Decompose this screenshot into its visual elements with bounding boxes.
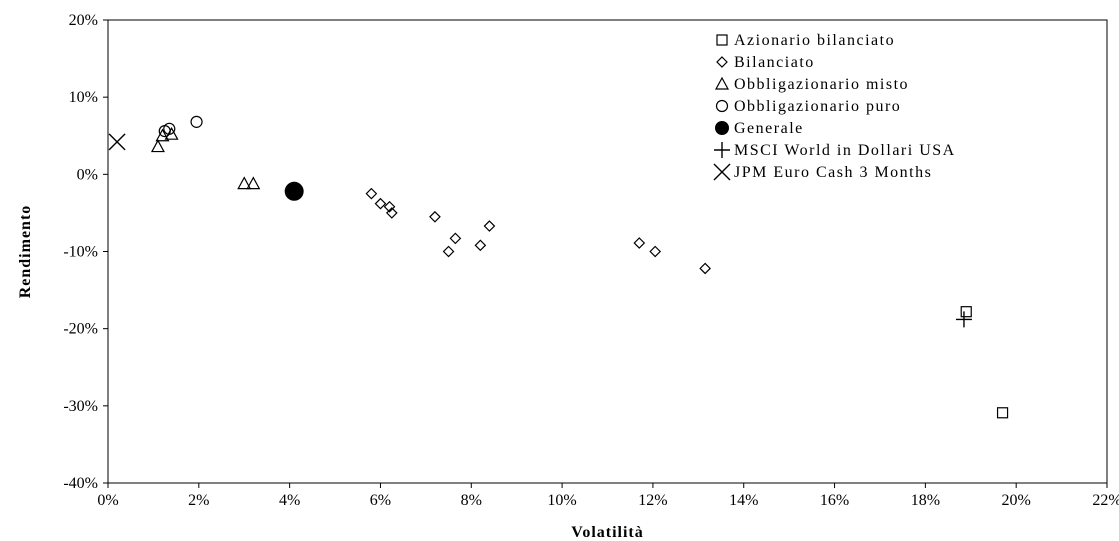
y-axis: 20% 10% 0% -10% -20% -30% -40% (63, 12, 108, 492)
x-tick-label: 8% (461, 492, 482, 509)
x-tick-label: 0% (97, 492, 118, 509)
legend-label: MSCI World in Dollari USA (734, 142, 956, 159)
y-axis-title: Rendimento (17, 205, 34, 299)
legend-marker-cross (713, 163, 731, 181)
data-point-diamond (385, 207, 398, 219)
legend-marker-circle (715, 99, 729, 113)
plot-border (107, 19, 1108, 484)
x-tick-label: 22% (1092, 492, 1119, 509)
data-point-triangle (246, 176, 261, 190)
data-point-diamond (649, 245, 662, 258)
x-tick-label: 16% (820, 492, 849, 509)
data-point-diamond (483, 220, 496, 232)
legend-marker-diamond (716, 56, 728, 68)
x-tick-label: 20% (1002, 492, 1031, 509)
data-point-diamond (699, 262, 711, 275)
data-point-diamond (429, 210, 441, 223)
legend: Azionario bilanciato Bilanciato Obbligazio… (713, 32, 956, 181)
y-tick-label: -30% (63, 398, 98, 415)
data-point-circle (190, 115, 203, 128)
data-point-diamond (449, 232, 462, 245)
x-tick-label: 10% (547, 492, 576, 509)
x-tick-label: 2% (188, 492, 209, 509)
data-point-square (960, 306, 972, 318)
x-tick-label: 4% (279, 492, 300, 509)
x-tick-label: 6% (370, 492, 391, 509)
data-point-plus (955, 311, 972, 328)
x-tick-label: 14% (729, 492, 758, 509)
y-tick-label: -40% (63, 475, 98, 492)
y-tick-label: 20% (69, 12, 98, 29)
data-point-triangle (155, 128, 170, 142)
y-tick-label: -10% (63, 244, 98, 261)
x-tick-label: 12% (638, 492, 667, 509)
y-tick-label: -20% (63, 321, 98, 338)
data-point-diamond (365, 187, 378, 200)
y-tick-label: 0% (77, 166, 98, 183)
data-point-square (996, 407, 1009, 419)
x-axis-title: Volatilità (571, 524, 644, 541)
legend-marker-triangle (714, 76, 730, 90)
data-point-diamond (474, 239, 487, 252)
legend-label: Obbligazionario misto (734, 76, 909, 93)
legend-label: Obbligazionario puro (734, 98, 901, 115)
legend-label: JPM Euro Cash 3 Months (734, 164, 932, 181)
data-point-diamond (442, 245, 455, 258)
legend-marker-filled-circle (715, 121, 729, 135)
data-point-diamond (383, 200, 396, 213)
y-tick-label: 10% (69, 89, 98, 106)
data-point-cross (108, 133, 126, 151)
legend-label: Generale (734, 120, 804, 137)
x-axis: 0% 2% 4% 6% 8% 10% 12% 14% 16% 18% 20% 22% (97, 483, 1119, 509)
legend-label: Bilanciato (734, 54, 815, 71)
legend-marker-square (716, 34, 728, 46)
data-point-triangle (150, 139, 165, 153)
data-point-circle (163, 122, 176, 135)
data-points (108, 115, 1009, 419)
data-point-triangle (237, 176, 252, 190)
legend-label: Azionario bilanciato (734, 32, 895, 49)
plot-area (107, 19, 1108, 484)
x-tick-label: 18% (911, 492, 940, 509)
data-point-diamond (633, 237, 646, 249)
data-point-filled-circle (284, 181, 304, 201)
data-point-diamond (374, 197, 387, 210)
legend-marker-plus (714, 142, 730, 158)
